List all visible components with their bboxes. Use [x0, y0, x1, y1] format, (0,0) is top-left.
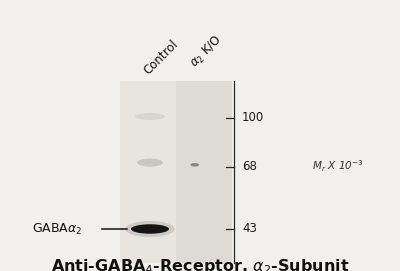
Ellipse shape [135, 113, 165, 120]
Text: M$_r$ X 10$^{-3}$: M$_r$ X 10$^{-3}$ [312, 159, 364, 175]
Bar [120, 81, 176, 263]
Bar [176, 81, 232, 263]
Ellipse shape [131, 224, 169, 234]
Text: Anti-GABA$_A$-Receptor, $\alpha_2$-Subunit: Anti-GABA$_A$-Receptor, $\alpha_2$-Subun… [51, 257, 349, 271]
Text: $\alpha_2$ K/O: $\alpha_2$ K/O [187, 33, 226, 71]
Text: Control: Control [141, 38, 180, 77]
Text: 68: 68 [242, 160, 257, 173]
Text: 43: 43 [242, 222, 257, 235]
Ellipse shape [125, 221, 175, 237]
Text: GABA$\alpha_2$: GABA$\alpha_2$ [32, 221, 82, 237]
Bar [120, 81, 232, 263]
Ellipse shape [190, 163, 199, 167]
Ellipse shape [137, 159, 163, 167]
Text: 100: 100 [242, 111, 264, 124]
